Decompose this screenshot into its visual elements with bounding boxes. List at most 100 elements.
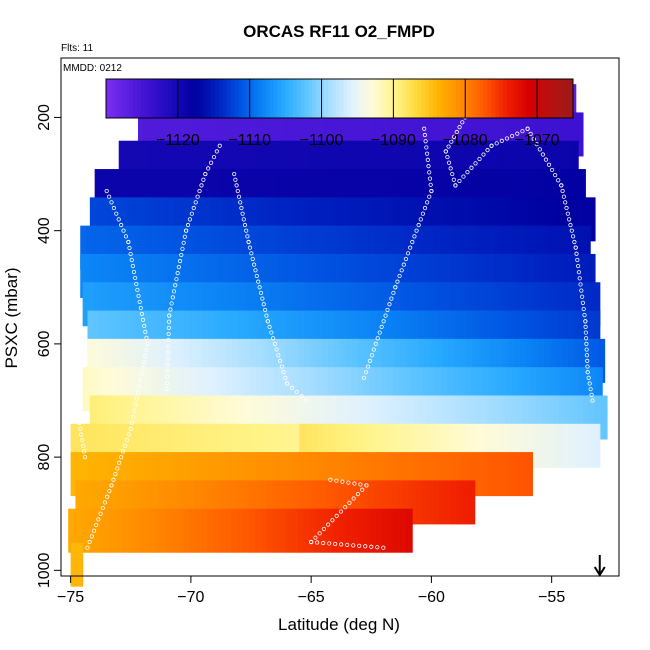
heatmap-cell <box>329 423 336 468</box>
heatmap-cell <box>552 395 560 440</box>
heatmap-cell <box>462 112 470 157</box>
track-point <box>381 545 386 550</box>
heatmap-cell <box>111 310 119 355</box>
colorbar-swatch <box>409 79 414 118</box>
heatmap-cell <box>294 112 301 157</box>
heatmap-cell <box>476 367 484 412</box>
heatmap-cell <box>437 282 445 327</box>
heatmap-cell <box>527 282 535 327</box>
heatmap-cell <box>268 169 275 214</box>
heatmap-cell <box>468 480 476 525</box>
heatmap-cell <box>296 225 303 270</box>
colorbar-swatch <box>168 79 173 118</box>
heatmap-cell <box>504 395 512 440</box>
heatmap-cell <box>528 197 536 242</box>
heatmap-cell <box>328 452 336 497</box>
heatmap-cell <box>236 480 243 525</box>
heatmap-cell <box>420 395 428 440</box>
heatmap-cell <box>149 395 157 440</box>
heatmap-cell <box>500 225 507 270</box>
heatmap-cell <box>488 225 495 270</box>
heatmap-cell <box>579 169 586 214</box>
heatmap-cell <box>461 423 469 468</box>
heatmap-cell <box>134 253 141 298</box>
heatmap-cell <box>130 367 137 412</box>
colorbar-swatch <box>386 79 391 118</box>
heatmap-cell <box>393 140 400 185</box>
heatmap-cell <box>309 367 317 412</box>
heatmap-cell <box>319 253 327 298</box>
track-point <box>346 480 351 485</box>
heatmap-cell <box>222 112 229 157</box>
track-point <box>334 513 339 519</box>
heatmap-cell <box>345 367 352 412</box>
heatmap-cell <box>174 395 181 440</box>
heatmap-cell <box>365 282 372 327</box>
track-point <box>357 543 362 548</box>
heatmap-cell <box>548 367 555 412</box>
heatmap-cell <box>172 169 180 214</box>
heatmap-cell <box>455 423 463 468</box>
heatmap-cell <box>424 310 432 355</box>
track-point <box>234 183 239 188</box>
track-point <box>427 194 432 199</box>
heatmap-cell <box>148 452 156 497</box>
heatmap-cell <box>339 508 347 553</box>
track-point <box>564 205 569 211</box>
heatmap-cell <box>135 480 142 525</box>
heatmap-cell <box>576 197 584 242</box>
track-point <box>79 432 84 437</box>
colorbar-swatch <box>456 79 461 118</box>
colorbar-swatch <box>183 79 189 118</box>
heatmap-cell <box>267 338 275 383</box>
heatmap-cell <box>202 452 210 497</box>
heatmap-cell <box>228 197 235 242</box>
heatmap-cell <box>513 169 521 214</box>
heatmap-cell <box>543 169 551 214</box>
track-point <box>241 217 246 222</box>
heatmap-cell <box>207 338 215 383</box>
heatmap-cell <box>313 253 321 298</box>
heatmap-cell <box>443 423 451 468</box>
colorbar-swatch <box>553 79 558 118</box>
heatmap-cell <box>536 225 543 270</box>
track-point <box>256 279 261 284</box>
heatmap-cell <box>479 282 487 327</box>
heatmap-cell <box>483 169 491 214</box>
heatmap-cell <box>210 112 217 157</box>
heatmap-cell <box>369 140 376 185</box>
heatmap-cell <box>160 169 168 214</box>
heatmap-cell <box>140 253 147 298</box>
heatmap-cell <box>450 480 458 525</box>
track-point <box>454 129 459 135</box>
heatmap-cell <box>317 282 324 327</box>
heatmap-cell <box>316 452 324 497</box>
heatmap-cell <box>319 480 327 525</box>
heatmap-cell <box>196 140 203 185</box>
heatmap-cell <box>243 338 251 383</box>
heatmap-cell <box>428 225 435 270</box>
track-point <box>170 295 175 300</box>
heatmap-cell <box>125 197 133 242</box>
heatmap-cell <box>292 452 300 497</box>
heatmap-cell <box>220 423 228 468</box>
track-point <box>422 126 427 131</box>
heatmap-cell <box>443 310 450 355</box>
track-point <box>249 251 254 256</box>
heatmap-cell <box>178 367 185 412</box>
heatmap-cell <box>307 480 315 525</box>
colorbar-swatch <box>382 79 387 118</box>
heatmap-cell <box>201 310 209 355</box>
track-point <box>567 217 572 222</box>
colorbar-swatch <box>312 79 317 118</box>
heatmap-cell <box>113 395 121 440</box>
heatmap-cell <box>473 310 480 355</box>
track-point <box>238 200 243 205</box>
colorbar-swatch <box>144 79 150 118</box>
heatmap-cell <box>134 225 141 270</box>
heatmap-cell <box>534 112 542 157</box>
heatmap-cell <box>453 169 461 214</box>
heatmap-cell <box>130 282 138 327</box>
heatmap-cell <box>584 225 591 270</box>
heatmap-cell <box>82 367 90 412</box>
